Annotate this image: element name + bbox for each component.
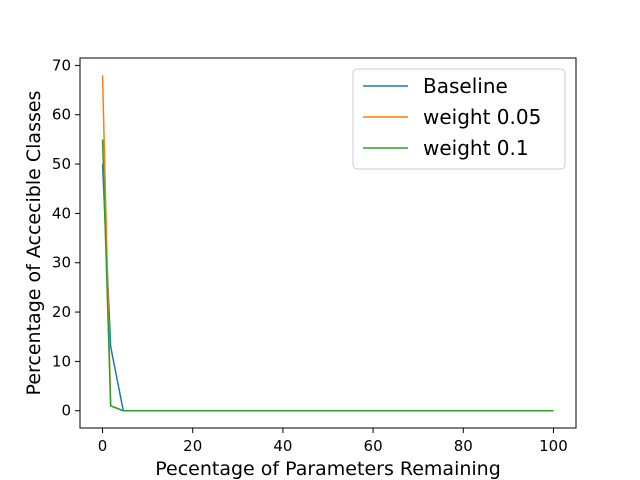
y-tick-label-7: 70 <box>52 56 71 74</box>
series-layer <box>101 75 554 412</box>
series-line-0 <box>101 164 554 412</box>
y-tick-label-4: 40 <box>52 204 71 222</box>
series-line-2 <box>101 139 554 412</box>
y-axis-label: Percentage of Accecible Classes <box>23 91 45 396</box>
legend-box <box>352 68 566 170</box>
y-tick-label-5: 50 <box>52 155 71 173</box>
y-tick-label-0: 0 <box>61 402 71 420</box>
y-axis-ticks: 0 10 20 30 40 50 60 70 <box>52 56 80 420</box>
x-axis-label: Pecentage of Parameters Remaining <box>155 458 501 480</box>
legend-label-0: Baseline <box>423 74 508 98</box>
legend-label-1: weight 0.05 <box>423 105 541 129</box>
x-tick-label-1: 20 <box>183 437 202 455</box>
x-tick-label-0: 0 <box>98 437 108 455</box>
y-tick-label-3: 30 <box>52 254 71 272</box>
y-tick-label-6: 60 <box>52 106 71 124</box>
legend: Baseline weight 0.05 weight 0.1 <box>352 68 566 170</box>
x-tick-label-4: 80 <box>454 437 473 455</box>
y-tick-label-1: 10 <box>52 352 71 370</box>
legend-label-2: weight 0.1 <box>423 136 529 160</box>
plot-area-frame <box>79 57 577 429</box>
x-axis-ticks: 0 20 40 60 80 100 <box>98 428 568 455</box>
x-tick-label-5: 100 <box>539 437 568 455</box>
y-tick-label-2: 20 <box>52 303 71 321</box>
x-tick-label-3: 60 <box>364 437 383 455</box>
x-tick-label-2: 40 <box>273 437 292 455</box>
